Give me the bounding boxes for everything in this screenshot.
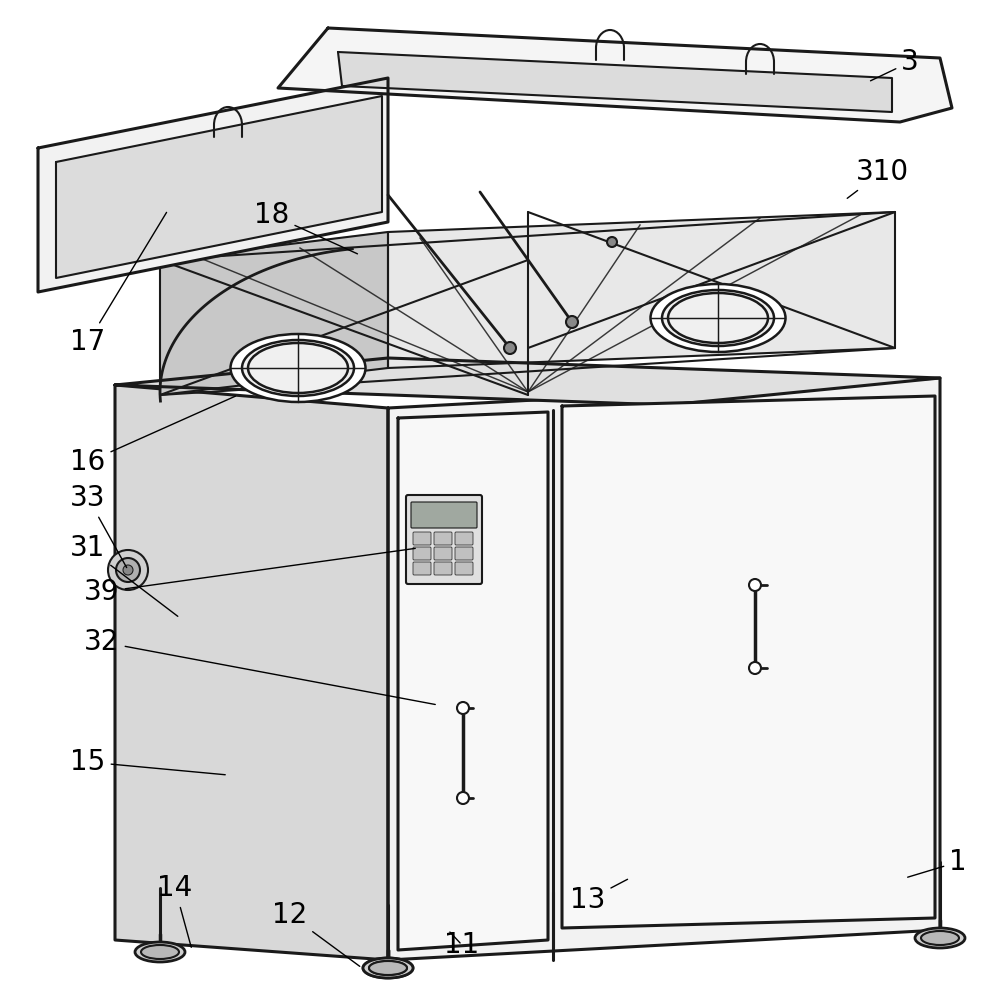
Polygon shape bbox=[562, 396, 935, 928]
FancyBboxPatch shape bbox=[413, 532, 431, 545]
Ellipse shape bbox=[230, 334, 366, 402]
Text: 31: 31 bbox=[70, 534, 178, 616]
Polygon shape bbox=[115, 358, 940, 405]
Ellipse shape bbox=[363, 958, 413, 978]
Circle shape bbox=[116, 558, 140, 582]
Text: 3: 3 bbox=[871, 48, 919, 81]
Text: 16: 16 bbox=[70, 396, 235, 476]
Text: 12: 12 bbox=[272, 901, 360, 966]
Circle shape bbox=[566, 316, 578, 328]
Ellipse shape bbox=[662, 290, 774, 346]
Polygon shape bbox=[398, 412, 548, 950]
Polygon shape bbox=[388, 212, 895, 368]
Polygon shape bbox=[278, 28, 952, 122]
Polygon shape bbox=[56, 96, 382, 278]
Circle shape bbox=[749, 662, 761, 674]
Ellipse shape bbox=[363, 958, 413, 978]
Ellipse shape bbox=[921, 931, 959, 945]
FancyBboxPatch shape bbox=[413, 547, 431, 560]
Circle shape bbox=[457, 702, 469, 714]
FancyBboxPatch shape bbox=[455, 562, 473, 575]
FancyBboxPatch shape bbox=[413, 562, 431, 575]
Ellipse shape bbox=[369, 961, 407, 975]
FancyBboxPatch shape bbox=[455, 532, 473, 545]
Circle shape bbox=[457, 792, 469, 804]
FancyBboxPatch shape bbox=[406, 495, 482, 584]
Polygon shape bbox=[38, 78, 388, 292]
Polygon shape bbox=[388, 378, 940, 960]
Text: 310: 310 bbox=[847, 158, 909, 198]
Text: 13: 13 bbox=[570, 879, 628, 914]
Polygon shape bbox=[115, 385, 388, 960]
Polygon shape bbox=[338, 52, 892, 112]
FancyBboxPatch shape bbox=[455, 547, 473, 560]
Circle shape bbox=[504, 342, 516, 354]
Ellipse shape bbox=[242, 340, 354, 396]
Text: 39: 39 bbox=[84, 548, 415, 606]
Ellipse shape bbox=[141, 945, 179, 959]
Circle shape bbox=[749, 579, 761, 591]
FancyBboxPatch shape bbox=[434, 532, 452, 545]
Ellipse shape bbox=[650, 284, 786, 352]
Ellipse shape bbox=[915, 928, 965, 948]
Text: 14: 14 bbox=[157, 874, 193, 947]
Text: 11: 11 bbox=[444, 931, 480, 959]
Circle shape bbox=[607, 237, 617, 247]
Circle shape bbox=[108, 550, 148, 590]
Text: 17: 17 bbox=[70, 212, 167, 356]
Text: 18: 18 bbox=[254, 201, 357, 254]
FancyBboxPatch shape bbox=[434, 562, 452, 575]
FancyBboxPatch shape bbox=[411, 502, 477, 528]
Text: 15: 15 bbox=[70, 748, 225, 776]
Text: 1: 1 bbox=[908, 848, 967, 877]
Ellipse shape bbox=[369, 961, 407, 975]
Text: 32: 32 bbox=[84, 628, 435, 705]
Polygon shape bbox=[160, 232, 388, 395]
Circle shape bbox=[123, 565, 133, 575]
Text: 33: 33 bbox=[70, 484, 127, 567]
Ellipse shape bbox=[135, 942, 185, 962]
FancyBboxPatch shape bbox=[434, 547, 452, 560]
